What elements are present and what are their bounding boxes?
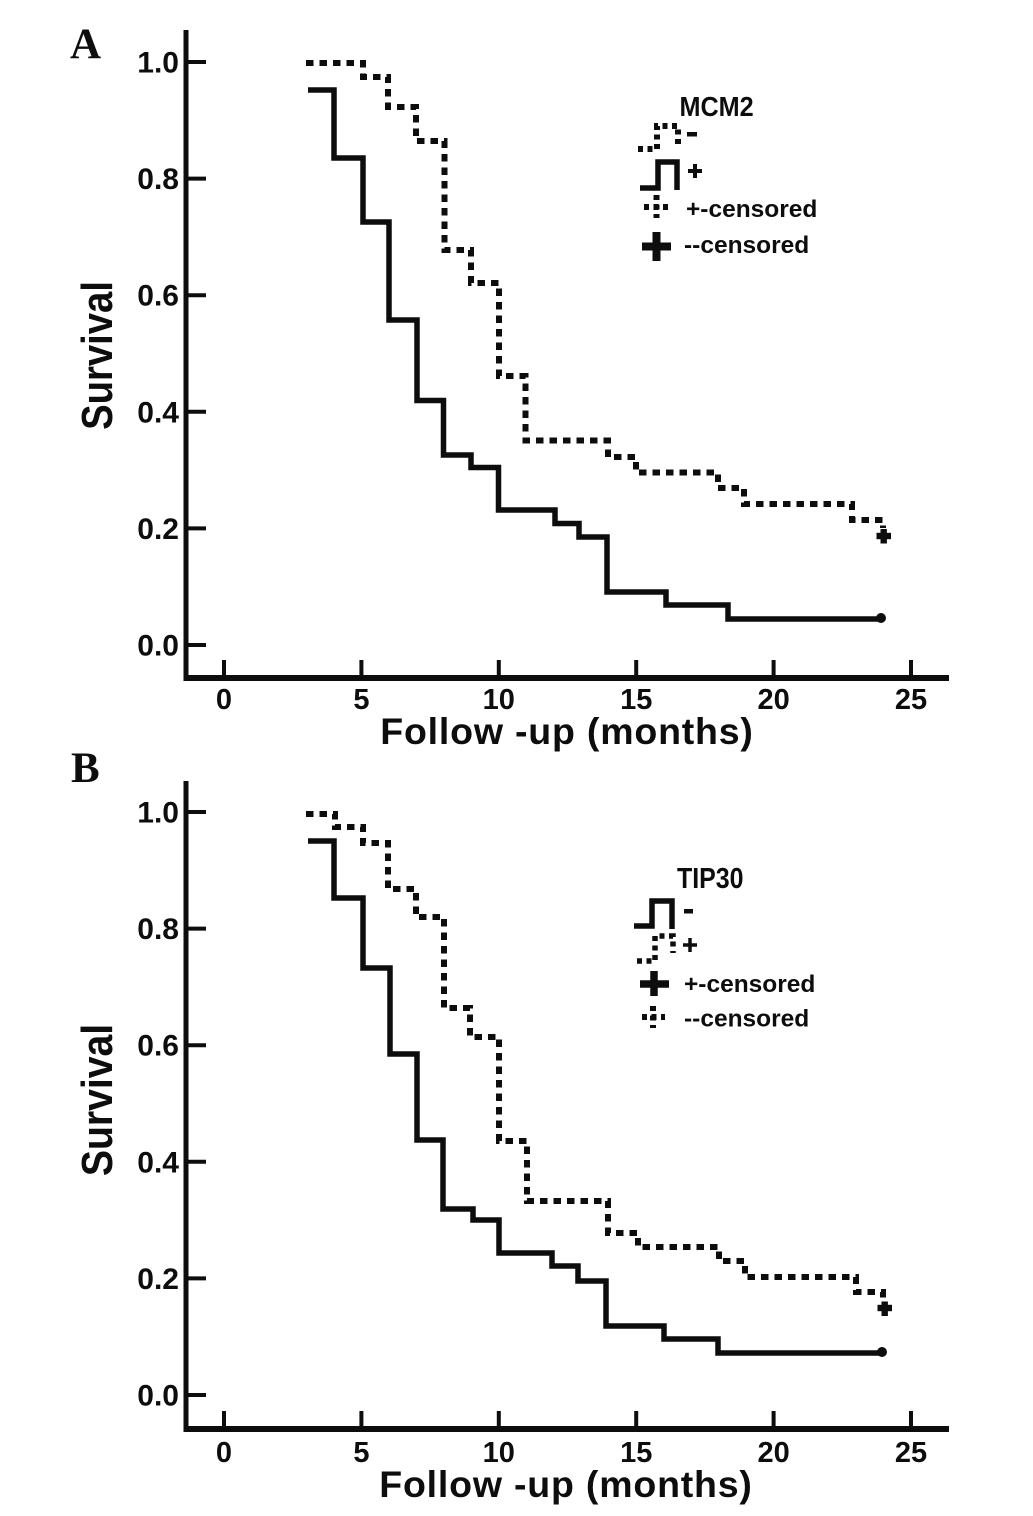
svg-text:B: B	[71, 745, 100, 792]
svg-text:1.0: 1.0	[137, 47, 179, 80]
svg-text:Survival: Survival	[73, 281, 122, 430]
svg-text:10: 10	[483, 1437, 515, 1469]
svg-text:20: 20	[757, 684, 789, 716]
svg-text:+-censored: +-censored	[684, 971, 815, 998]
svg-text:--censored: --censored	[684, 1006, 809, 1033]
svg-text:+-censored: +-censored	[686, 196, 817, 223]
svg-text:Follow -up (months): Follow -up (months)	[379, 1463, 752, 1505]
svg-text:0.4: 0.4	[137, 396, 179, 429]
svg-text:15: 15	[620, 1437, 652, 1469]
svg-text:--censored: --censored	[684, 232, 809, 259]
svg-text:0.0: 0.0	[137, 630, 179, 663]
svg-text:5: 5	[353, 1437, 369, 1469]
svg-text:10: 10	[483, 684, 515, 716]
svg-text:25: 25	[895, 1437, 927, 1469]
svg-text:0.4: 0.4	[137, 1146, 179, 1179]
svg-text:0.2: 0.2	[137, 1263, 179, 1296]
svg-text:1.0: 1.0	[137, 797, 179, 830]
svg-text:0.8: 0.8	[137, 163, 179, 196]
svg-text:20: 20	[757, 1437, 789, 1469]
svg-text:0.2: 0.2	[137, 513, 179, 546]
svg-text:5: 5	[353, 684, 369, 716]
svg-text:0.6: 0.6	[137, 280, 179, 313]
svg-text:Follow -up (months): Follow -up (months)	[380, 710, 753, 752]
svg-text:0.6: 0.6	[137, 1030, 179, 1063]
svg-text:TIP30: TIP30	[677, 862, 744, 894]
svg-text:0: 0	[216, 1437, 232, 1469]
svg-text:25: 25	[895, 684, 927, 716]
svg-text:MCM2: MCM2	[680, 91, 754, 123]
svg-text:0.8: 0.8	[137, 913, 179, 946]
svg-text:0: 0	[216, 684, 232, 716]
svg-text:0.0: 0.0	[137, 1380, 179, 1413]
svg-text:Survival: Survival	[72, 1024, 122, 1176]
svg-text:15: 15	[620, 684, 652, 716]
svg-text:A: A	[70, 21, 101, 68]
